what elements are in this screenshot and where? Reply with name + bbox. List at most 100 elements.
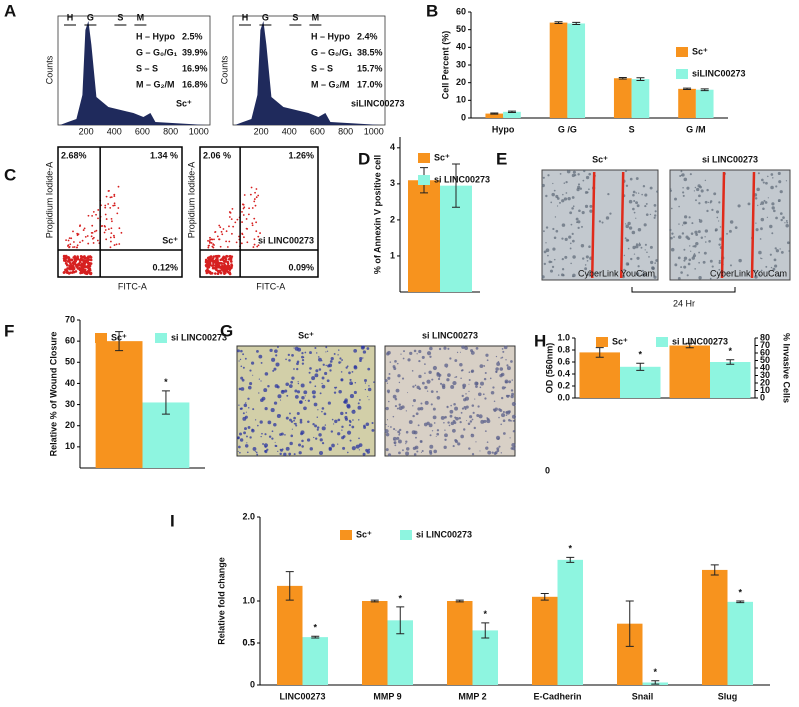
cell-speck (627, 221, 631, 226)
flow-dot (104, 206, 107, 209)
cell-speck (246, 442, 248, 444)
cell-speck (302, 356, 305, 358)
cell-speck (771, 202, 775, 206)
cell-speck (571, 232, 574, 236)
cell-speck (669, 189, 673, 192)
flow-dot (87, 214, 90, 217)
flow-title: Sc⁺ (162, 235, 178, 245)
y-tick-label: 70 (65, 314, 75, 324)
flow-dot (79, 271, 82, 275)
y-axis-label: Propidium Iodide-A (186, 162, 196, 239)
flow-dot (95, 229, 98, 232)
cell-speck (690, 250, 692, 252)
cell-speck (311, 390, 316, 395)
cell-speck (694, 186, 697, 189)
cell-speck (653, 275, 657, 279)
cell-speck (365, 422, 370, 427)
cell-speck (275, 354, 278, 357)
flow-dot (80, 257, 83, 260)
flow-dot (214, 264, 217, 267)
cell-speck (683, 265, 687, 269)
cell-speck (357, 405, 362, 410)
cell-speck (353, 365, 358, 370)
cell-speck (428, 370, 432, 374)
cell-speck (418, 359, 421, 363)
cell-speck (623, 254, 626, 257)
cell-speck (577, 220, 581, 224)
y-tick-label: 10 (456, 95, 466, 105)
cell-speck (632, 190, 636, 194)
error-bar (370, 599, 379, 603)
flow-dot (88, 267, 92, 270)
cell-speck (636, 204, 640, 208)
flow-dot (92, 236, 95, 239)
cell-speck (649, 186, 653, 190)
histogram-shape (60, 21, 206, 125)
cell-speck (286, 394, 289, 397)
cell-speck (571, 207, 574, 210)
cell-speck (318, 357, 322, 362)
cell-speck (249, 369, 252, 372)
flow-dot (87, 269, 90, 273)
cell-speck (349, 394, 354, 399)
cell-speck (388, 373, 391, 375)
cell-speck (444, 429, 446, 431)
cell-speck (429, 355, 432, 358)
cell-speck (271, 437, 274, 440)
cell-speck (779, 248, 781, 250)
panel-label: A (4, 1, 16, 20)
error-bar (507, 110, 516, 114)
cell-speck (242, 366, 245, 369)
cell-speck (564, 237, 568, 241)
cell-speck (563, 182, 566, 184)
cell-speck (367, 367, 371, 371)
flow-dot (92, 210, 95, 213)
cell-speck (607, 192, 610, 196)
cell-speck (430, 390, 434, 393)
flow-dot (81, 270, 85, 274)
cell-speck (244, 444, 249, 448)
cell-speck (337, 354, 339, 356)
stat-label: S – S (136, 63, 158, 73)
cell-speck (249, 436, 252, 439)
cell-speck (390, 426, 392, 428)
cell-speck (460, 377, 462, 380)
cell-speck (252, 408, 255, 411)
cell-speck (495, 367, 499, 371)
cell-speck (421, 355, 425, 359)
cell-speck (364, 388, 367, 391)
cell-speck (511, 442, 516, 447)
bar (503, 111, 521, 118)
cell-speck (349, 439, 352, 442)
error-bar (455, 599, 464, 603)
cell-speck (296, 360, 300, 364)
panel-label: I (170, 511, 175, 530)
cell-speck (398, 432, 401, 435)
cell-speck (589, 204, 593, 208)
cell-speck (679, 174, 682, 177)
cell-speck (459, 420, 462, 424)
cell-speck (511, 414, 516, 419)
cell-speck (244, 357, 247, 360)
flow-dot (105, 195, 108, 198)
y-tick-label: 20 (456, 77, 466, 87)
cell-speck (279, 452, 282, 456)
y2-axis-label: % Invasive Cells (782, 333, 792, 403)
cell-speck (569, 211, 573, 215)
y-tick-label: 0.4 (557, 368, 570, 378)
flow-dot (221, 233, 224, 236)
cell-speck (644, 249, 646, 251)
cell-speck (582, 179, 585, 182)
cell-speck (477, 405, 480, 408)
cell-speck (770, 266, 773, 269)
cell-speck (324, 371, 328, 376)
cell-speck (289, 412, 291, 415)
cell-speck (328, 446, 332, 451)
cell-speck (713, 192, 717, 196)
flow-dot (82, 267, 85, 271)
cell-speck (321, 442, 325, 445)
flow-dot (76, 244, 79, 247)
flow-dot (70, 258, 74, 262)
cell-speck (465, 393, 467, 395)
cell-speck (578, 209, 581, 213)
